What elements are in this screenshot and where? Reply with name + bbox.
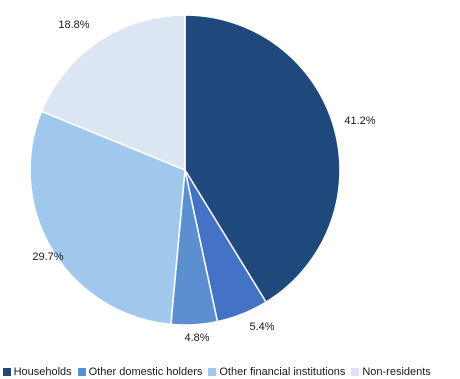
slice-value-label: 41.2%: [344, 115, 375, 127]
legend-swatch: [208, 368, 217, 376]
pie-slice-5: [40, 14, 186, 172]
legend-label: Non-residents: [362, 366, 431, 378]
slice-value-label: 5.4%: [249, 321, 274, 333]
slice-value-label: 4.8%: [184, 332, 209, 344]
legend-item-households: Households: [2, 366, 72, 378]
legend-label: Other financial institutions: [219, 366, 346, 378]
legend-swatch: [77, 368, 86, 376]
legend-swatch: [2, 368, 11, 376]
legend-label: Other domestic holders: [88, 366, 203, 378]
slice-value-label: 18.8%: [58, 19, 89, 31]
legend-item-other-domestic-holders: Other domestic holders: [77, 366, 203, 378]
legend-item-non-residents: Non-residents: [351, 366, 431, 378]
legend-label: Households: [13, 366, 72, 378]
pie-slice-1: [184, 14, 341, 304]
legend-swatch: [351, 368, 360, 376]
slice-value-label: 29.7%: [32, 251, 63, 263]
pie-slice-4: [29, 110, 186, 326]
legend: ts Households Other domestic holders Oth…: [0, 366, 437, 378]
legend-item-other-financial-institutions: Other financial institutions: [208, 366, 345, 378]
